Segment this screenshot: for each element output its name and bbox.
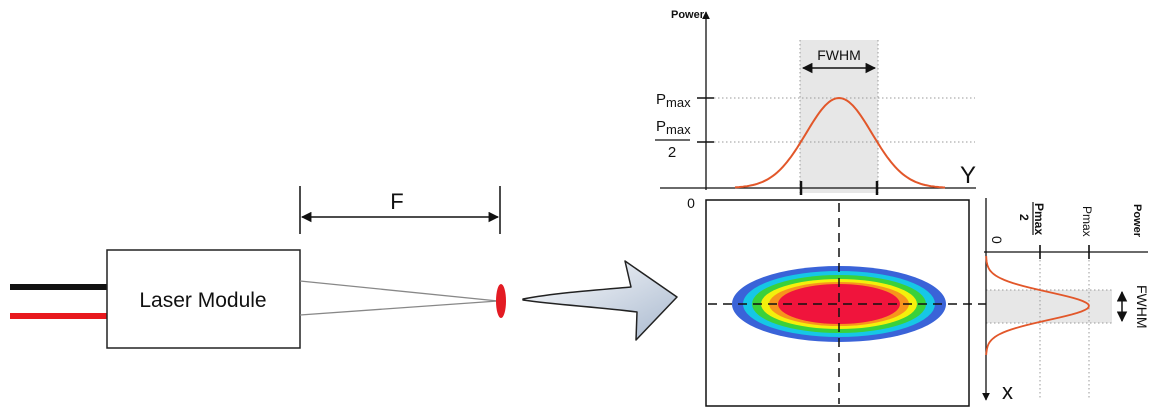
half-max-denominator-horizontal: 2 xyxy=(668,144,676,161)
pmax-label-horizontal-sub: max xyxy=(666,95,691,110)
beam-spot xyxy=(732,266,946,342)
pmax-label-horizontal-base: P xyxy=(656,91,666,108)
origin-label-horizontal: 0 xyxy=(687,195,695,211)
laser-module-box xyxy=(106,249,301,349)
fwhm-band-vertical xyxy=(986,290,1112,323)
gaussian-curve-vertical xyxy=(985,255,1090,356)
fwhm-label-vertical: FWHM xyxy=(1134,285,1150,329)
half-max-numerator-horizontal: Pmax xyxy=(656,118,691,137)
focused-spot xyxy=(496,284,506,318)
focal-distance-label: F xyxy=(390,189,403,214)
beam-line-upper xyxy=(299,280,499,302)
half-max-numerator-vertical: Pmax xyxy=(1032,203,1046,235)
gaussian-curve-horizontal xyxy=(734,96,946,189)
half-max-numerator-horizontal-base: P xyxy=(656,118,666,135)
origin-label-vertical: 0 xyxy=(989,236,1005,244)
power-axis-label-horizontal: Power xyxy=(671,9,705,21)
half-max-numerator-horizontal-sub: max xyxy=(666,122,691,137)
projection-arrow xyxy=(522,260,678,341)
beam-line-lower xyxy=(299,300,499,316)
power-axis-label-vertical: Power xyxy=(1131,204,1143,238)
fwhm-label-horizontal: FWHM xyxy=(817,47,861,63)
pmax-label-vertical: Pmax xyxy=(1080,206,1094,237)
half-max-denominator-vertical: 2 xyxy=(1017,214,1031,221)
y-axis-label: Y xyxy=(960,162,976,189)
beam-core-red xyxy=(778,284,900,324)
laser-module-label: Laser Module xyxy=(139,289,266,312)
x-axis-label: x xyxy=(1002,379,1013,404)
pmax-label-horizontal: Pmax xyxy=(656,91,691,110)
